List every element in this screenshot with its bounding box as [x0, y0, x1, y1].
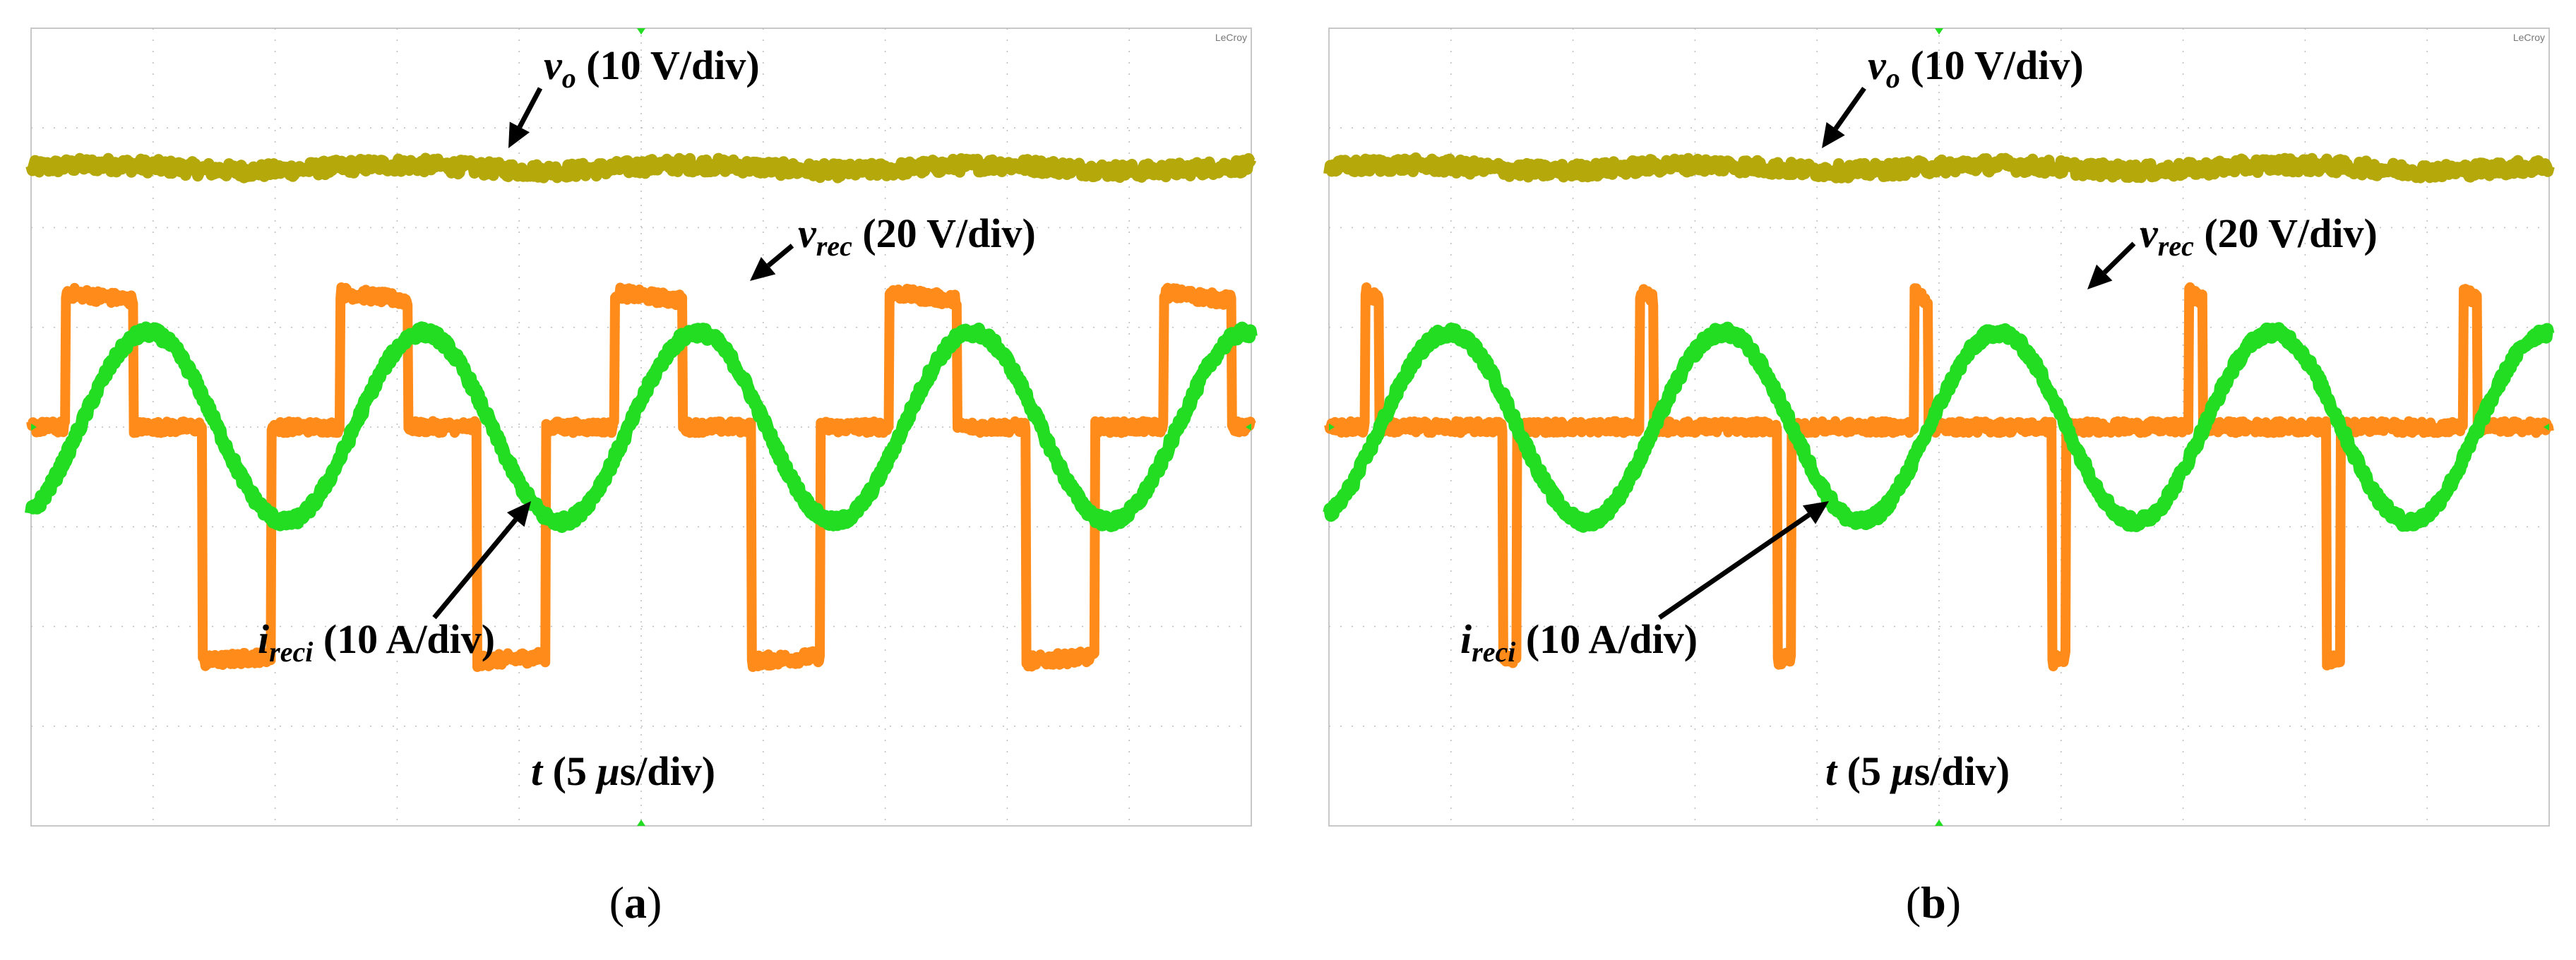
level-marker-left-b: [1329, 424, 1335, 431]
label-vrec-b: vrec (20 V/div): [2140, 210, 2378, 262]
panel-caption-a: (a): [609, 877, 662, 928]
trace-vo-b: [1323, 152, 2555, 184]
level-marker-left-a: [31, 424, 37, 431]
level-marker-right-a: [1246, 424, 1251, 431]
label-ireci-a: ireci (10 A/div): [258, 616, 495, 668]
trace-vrec-a: [26, 282, 1256, 672]
scope-grid-b: [1329, 28, 2549, 826]
trigger-marker-top-a: [637, 28, 645, 35]
label-time-b: t (5 μs/div): [1825, 748, 2010, 794]
trigger-marker-bottom-a: [637, 820, 645, 826]
arrow-ireci-a: [432, 501, 531, 620]
scope-panel-b: LeCroy vo (10 V/div) vrec (20 V/div) ireci …: [1323, 28, 2555, 827]
arrow-vrec-b: [2087, 241, 2136, 289]
trigger-marker-top-b: [1935, 28, 1943, 35]
trace-ireci-a: [25, 321, 1258, 533]
label-ireci-b: ireci (10 A/div): [1460, 616, 1698, 668]
arrow-vrec-a: [750, 244, 794, 281]
panel-caption-letter-b: b: [1921, 877, 1946, 928]
label-vo-a: vo (10 V/div): [544, 42, 760, 94]
level-marker-right-b: [2544, 424, 2549, 431]
label-vrec-a: vrec (20 V/div): [798, 210, 1036, 262]
lecroy-brand-a: LeCroy: [1215, 32, 1247, 43]
lecroy-brand-b: LeCroy: [2513, 32, 2545, 43]
arrow-ireci-b: [1658, 501, 1829, 620]
trigger-marker-bottom-b: [1935, 820, 1943, 826]
trace-vo-a: [25, 152, 1257, 184]
scope-panel-a: LeCroy vo (10 V/div) vrec (20 V/div) ireci …: [25, 28, 1258, 827]
arrow-vo-a: [508, 87, 543, 148]
trace-ireci-b: [1323, 321, 2555, 533]
arrow-vo-b: [1822, 86, 1866, 148]
panel-caption-letter-a: a: [624, 877, 647, 928]
label-vo-b: vo (10 V/div): [1868, 42, 2084, 94]
panel-caption-b: (b): [1905, 877, 1962, 928]
label-time-a: t (5 μs/div): [531, 748, 715, 794]
